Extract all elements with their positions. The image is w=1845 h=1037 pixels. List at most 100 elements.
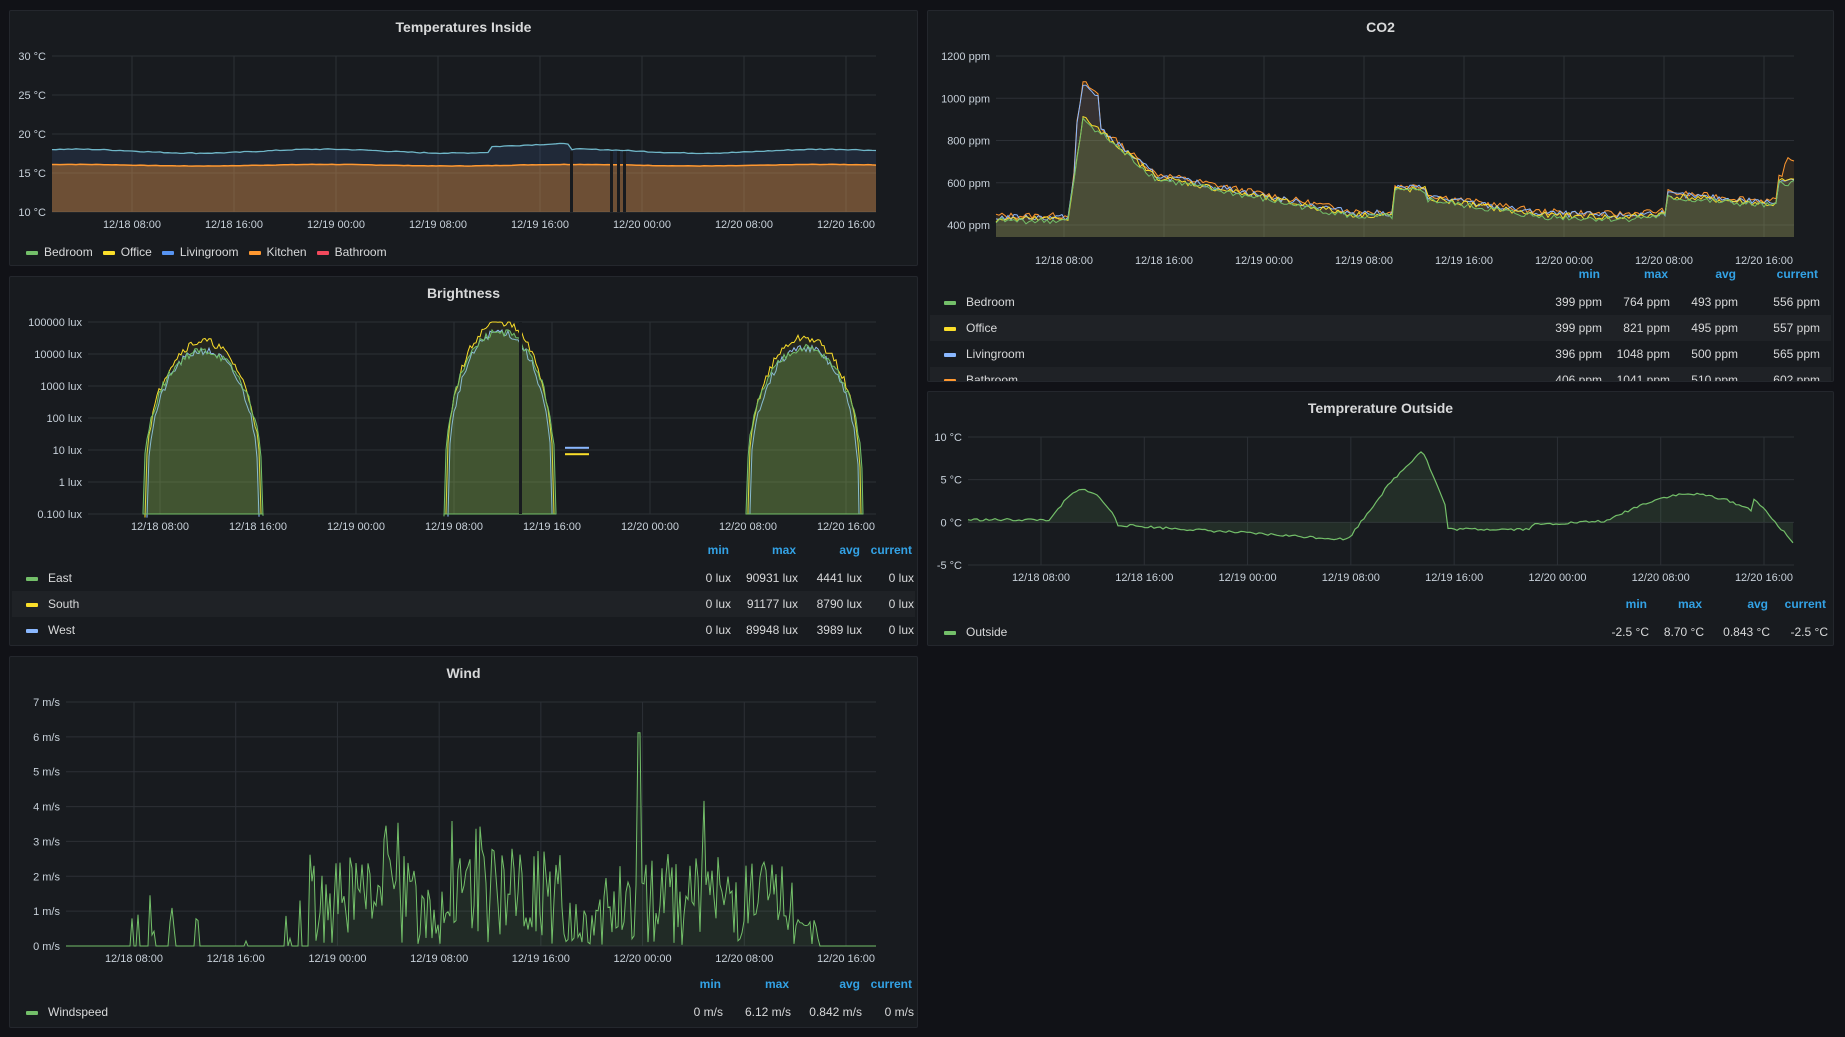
x-tick-label: 12/19 16:00 (523, 521, 581, 533)
panel-title[interactable]: Brightness (426, 285, 501, 301)
y-tick-label: 400 ppm (947, 220, 990, 232)
gap (519, 322, 522, 514)
y-tick-label: 1000 ppm (941, 93, 990, 105)
legend-row[interactable]: East 0 lux 90931 lux 4441 lux 0 lux (12, 565, 915, 591)
legend-header-min[interactable]: min (1578, 267, 1600, 281)
y-tick-label: 6 m/s (33, 732, 60, 744)
legend-header-current[interactable]: current (870, 977, 912, 991)
panel-title[interactable]: Temprerature Outside (1307, 400, 1454, 416)
y-tick-label: 1200 ppm (941, 51, 990, 63)
west-step (565, 446, 589, 449)
legend-value-max: 821 ppm (1623, 321, 1670, 335)
x-tick-label: 12/20 00:00 (613, 219, 671, 231)
legend-swatch (944, 630, 956, 635)
panel-title[interactable]: Wind (446, 665, 481, 681)
legend-header-avg[interactable]: avg (1715, 267, 1736, 281)
x-tick-label: 12/19 08:00 (410, 953, 468, 965)
co2-line (995, 117, 1795, 225)
legend-value-min: 399 ppm (1555, 321, 1602, 335)
x-tick-label: 12/18 16:00 (1135, 255, 1193, 267)
legend-row[interactable]: Bedroom 399 ppm 764 ppm 493 ppm 556 ppm (930, 289, 1831, 315)
panel-title[interactable]: CO2 (1366, 19, 1395, 35)
legend-row[interactable]: West 0 lux 89948 lux 3989 lux 0 lux (12, 617, 915, 643)
legend-header-current[interactable]: current (870, 543, 912, 557)
x-tick-label: 12/19 16:00 (1435, 255, 1493, 267)
legend-series: Office (944, 315, 997, 341)
y-tick-label: 1 lux (59, 477, 83, 489)
legend-series: South (26, 591, 79, 617)
legend-value-current: 556 ppm (1773, 295, 1820, 309)
brightness-area (146, 346, 260, 518)
y-tick-label: 1000 lux (40, 381, 82, 393)
legend-series: Outside (944, 619, 1007, 645)
x-tick-label: 12/19 08:00 (425, 521, 483, 533)
legend-value-current: 565 ppm (1773, 347, 1820, 361)
brightness-area (745, 343, 864, 515)
temperatures-inside-legend: Bedroom Office Livingroom Kitchen Bathroom (26, 245, 397, 259)
legend-value-max: 1041 ppm (1616, 373, 1670, 382)
legend-header-max[interactable]: max (771, 543, 796, 557)
legend-swatch (248, 250, 261, 255)
legend-header-max[interactable]: max (1677, 597, 1702, 611)
legend-item[interactable]: Livingroom (161, 245, 239, 259)
legend-label: Kitchen (266, 245, 307, 259)
legend-header-avg[interactable]: avg (839, 977, 860, 991)
legend-row[interactable]: South 0 lux 91177 lux 8790 lux 0 lux (12, 591, 915, 617)
x-tick-label: 12/19 00:00 (308, 953, 366, 965)
y-tick-label: 2 m/s (33, 871, 60, 883)
legend-item[interactable]: Kitchen (248, 245, 307, 259)
legend-item[interactable]: Bedroom (26, 245, 93, 259)
wind-area (66, 732, 876, 946)
legend-header-min[interactable]: min (1625, 597, 1647, 611)
legend-header-max[interactable]: max (764, 977, 789, 991)
legend-header-min[interactable]: min (699, 977, 721, 991)
legend-value-avg: 493 ppm (1691, 295, 1738, 309)
y-tick-label: 10000 lux (34, 349, 82, 361)
legend-value-avg: 0.843 °C (1723, 625, 1770, 639)
legend-value-min: 406 ppm (1555, 373, 1602, 382)
y-tick-label: 10 lux (53, 445, 83, 457)
legend-header-max[interactable]: max (1643, 267, 1668, 281)
south-step (565, 453, 589, 456)
y-tick-label: 15 °C (18, 168, 46, 180)
legend-label: Office (120, 245, 152, 259)
legend-header-current[interactable]: current (1776, 267, 1818, 281)
legend-row[interactable]: Outside -2.5 °C 8.70 °C 0.843 °C -2.5 °C (930, 619, 1831, 645)
legend-row[interactable]: Bathroom 406 ppm 1041 ppm 510 ppm 602 ppm (930, 367, 1831, 382)
legend-header-avg[interactable]: avg (839, 543, 860, 557)
legend-item[interactable]: Office (102, 245, 152, 259)
legend-header-avg[interactable]: avg (1747, 597, 1768, 611)
wind-line (66, 732, 876, 947)
legend-row[interactable]: Windspeed 0 m/s 6.12 m/s 0.842 m/s 0 m/s (12, 999, 915, 1025)
y-tick-label: 5 m/s (33, 767, 60, 779)
legend-row[interactable]: Livingroom 396 ppm 1048 ppm 500 ppm 565 ppm (930, 341, 1831, 367)
temperatures-inside-chart: 30 °C 25 °C 20 °C 15 °C 10 °C 12/18 08:00 12/1… (18, 51, 877, 231)
x-tick-label: 12/20 00:00 (621, 521, 679, 533)
co2-area (996, 118, 1794, 237)
x-tick-label: 12/20 16:00 (817, 953, 875, 965)
legend-label: Livingroom (966, 347, 1025, 361)
y-tick-label: 0 °C (940, 517, 962, 529)
x-tick-label: 12/20 16:00 (1735, 572, 1793, 584)
brightness-area (447, 329, 553, 517)
y-tick-label: 800 ppm (947, 136, 990, 148)
x-tick-label: 12/19 00:00 (1235, 255, 1293, 267)
legend-item[interactable]: Bathroom (316, 245, 387, 259)
legend-series: Livingroom (944, 341, 1025, 367)
legend-header-min[interactable]: min (707, 543, 729, 557)
legend-swatch (26, 1010, 38, 1015)
brightness-area (142, 347, 264, 516)
panel-title[interactable]: Temperatures Inside (395, 19, 532, 35)
brightness-area (749, 344, 860, 515)
legend-value-max: 8.70 °C (1663, 625, 1704, 639)
legend-header-current[interactable]: current (1784, 597, 1826, 611)
legend-label: West (48, 623, 76, 637)
legend-swatch (26, 602, 38, 607)
legend-swatch (944, 326, 956, 331)
legend-swatch (102, 250, 115, 255)
temperatures-outside-chart: 10 °C 5 °C 0 °C -5 °C 12/18 08:00 12/18 16:00… (934, 432, 1794, 584)
legend-row[interactable]: Office 399 ppm 821 ppm 495 ppm 557 ppm (930, 315, 1831, 341)
co2-area (996, 85, 1794, 237)
panel-temperatures-outside: Temprerature Outside 10 °C 5 °C 0 °C -5 °C 1… (927, 391, 1834, 646)
legend-label: Bathroom (966, 373, 1019, 382)
